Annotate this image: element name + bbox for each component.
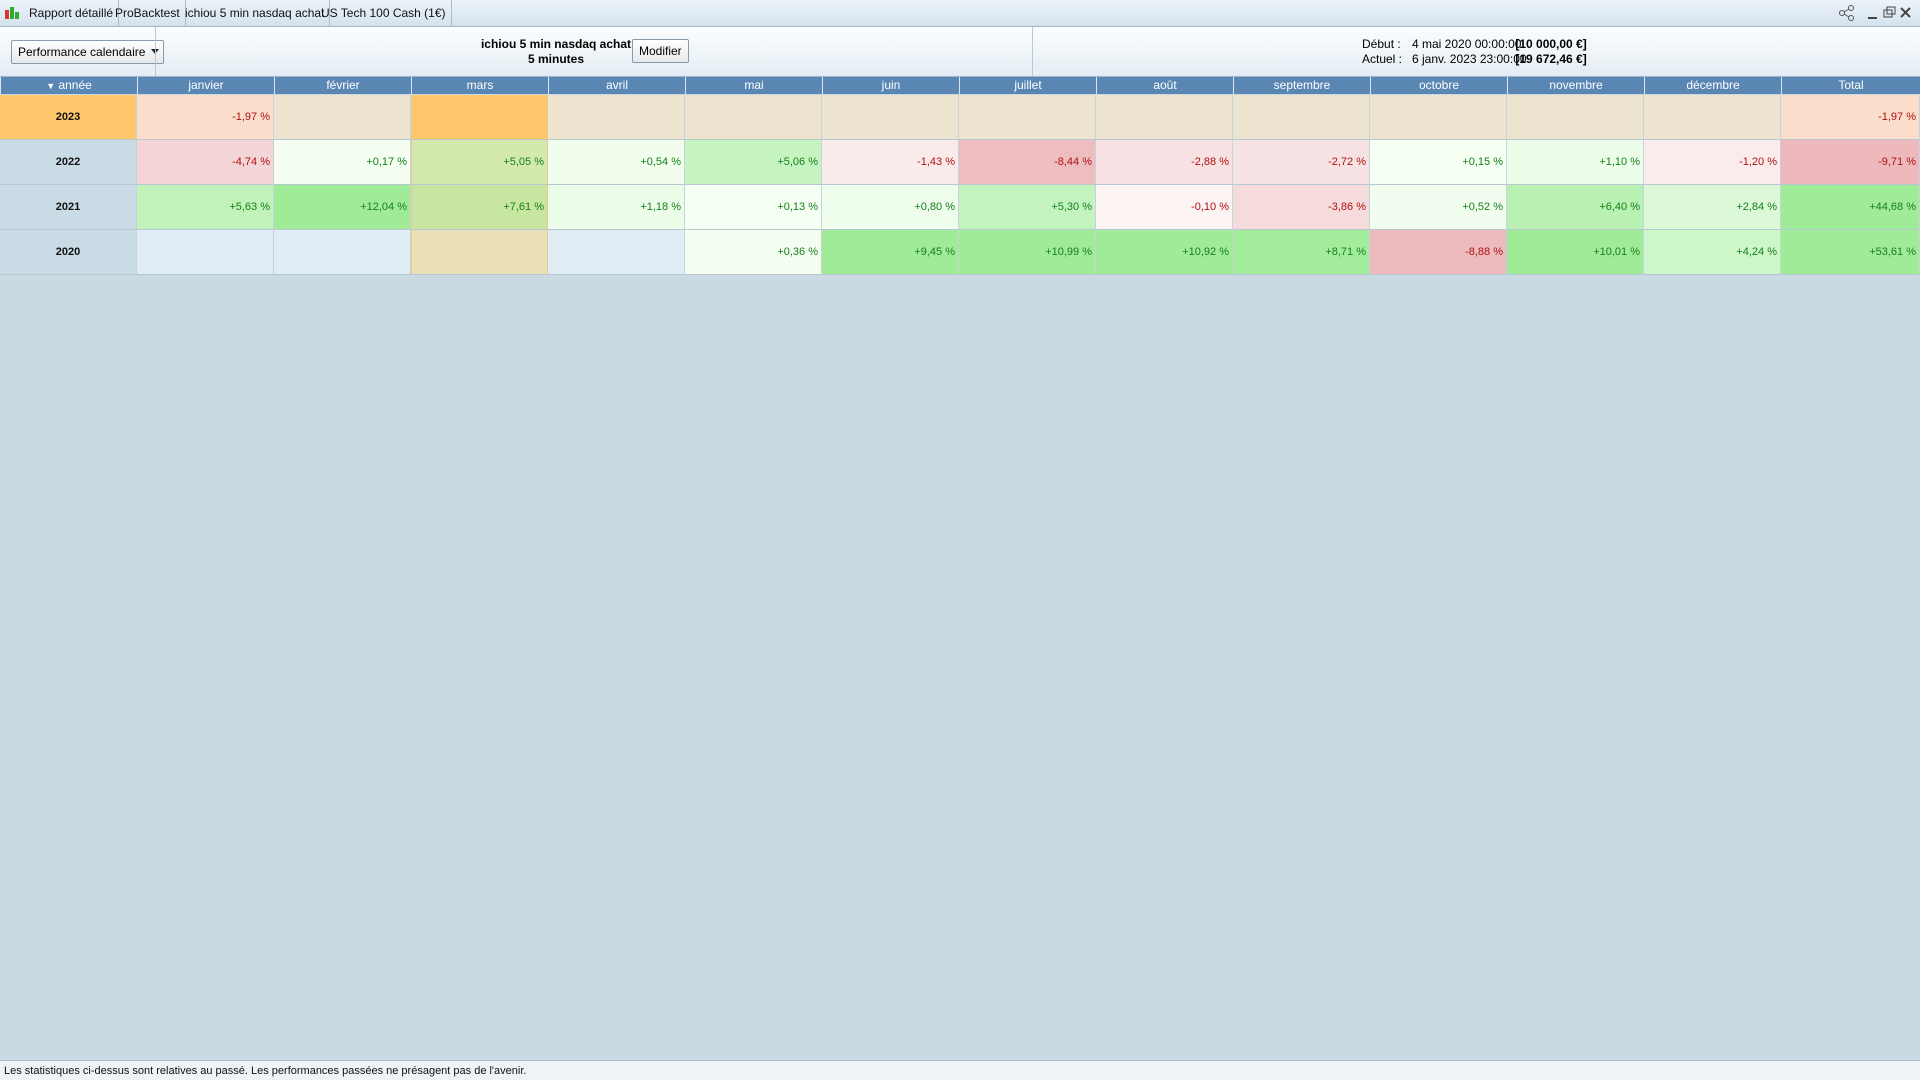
performance-cell: -2,88 % xyxy=(1096,140,1233,185)
performance-cell: +10,92 % xyxy=(1096,230,1233,275)
window-controls[interactable] xyxy=(1838,4,1918,22)
performance-cell xyxy=(411,95,548,140)
performance-cell: +0,15 % xyxy=(1370,140,1507,185)
performance-cell: -2,72 % xyxy=(1233,140,1370,185)
performance-cell: +5,30 % xyxy=(959,185,1096,230)
column-header[interactable]: janvier xyxy=(137,77,274,94)
performance-cell xyxy=(1644,95,1781,140)
app-icon xyxy=(5,7,19,19)
performance-cell xyxy=(137,230,274,275)
tab[interactable]: ichiou 5 min nasdaq achat xyxy=(180,0,331,26)
performance-cell: +6,40 % xyxy=(1507,185,1644,230)
column-header[interactable]: février xyxy=(274,77,411,94)
view-dropdown[interactable]: Performance calendaire xyxy=(11,40,165,64)
performance-cell: -3,86 % xyxy=(1233,185,1370,230)
sort-header[interactable]: ▼ année xyxy=(0,77,137,94)
performance-cell xyxy=(274,230,411,275)
year-cell: 2020 xyxy=(0,230,137,275)
performance-cell: +0,17 % xyxy=(274,140,411,185)
performance-cell: +0,80 % xyxy=(822,185,959,230)
current-date: 6 janv. 2023 23:00:00 xyxy=(1412,52,1527,66)
column-header[interactable]: décembre xyxy=(1644,77,1781,94)
start-label: Début : xyxy=(1362,37,1401,51)
performance-cell xyxy=(548,95,685,140)
performance-cell: +0,52 % xyxy=(1370,185,1507,230)
column-header[interactable]: mars xyxy=(411,77,548,94)
period-info: Début : 4 mai 2020 00:00:00 [10 000,00 €]… xyxy=(1362,37,1587,67)
current-label: Actuel : xyxy=(1362,52,1403,66)
performance-cell: -8,88 % xyxy=(1370,230,1507,275)
column-header[interactable]: novembre xyxy=(1507,77,1644,94)
performance-cell: -4,74 % xyxy=(137,140,274,185)
tab[interactable]: Rapport détaillé xyxy=(24,0,120,26)
column-header[interactable]: juin xyxy=(822,77,959,94)
current-capital: [19 672,46 €] xyxy=(1515,52,1587,66)
disclaimer: Les statistiques ci-dessus sont relative… xyxy=(0,1060,1920,1080)
performance-cell: +0,54 % xyxy=(548,140,685,185)
performance-cell: +44,68 % xyxy=(1781,185,1920,230)
toolbar: Performance calendaire ichiou 5 min nasd… xyxy=(0,27,1920,77)
performance-cell: +5,05 % xyxy=(411,140,548,185)
performance-cell xyxy=(274,95,411,140)
performance-cell xyxy=(1233,95,1370,140)
performance-cell: +53,61 % xyxy=(1781,230,1920,275)
performance-cell: +1,18 % xyxy=(548,185,685,230)
tab[interactable]: ProBacktest xyxy=(110,0,186,26)
performance-cell: +7,61 % xyxy=(411,185,548,230)
performance-cell xyxy=(548,230,685,275)
performance-cell: +9,45 % xyxy=(822,230,959,275)
column-header[interactable]: avril xyxy=(548,77,685,94)
performance-cell: +1,10 % xyxy=(1507,140,1644,185)
strategy-name: ichiou 5 min nasdaq achat xyxy=(480,37,632,51)
performance-cell: +0,13 % xyxy=(685,185,822,230)
title-bar: Rapport détaillé ProBacktest ichiou 5 min … xyxy=(0,0,1920,27)
start-capital: [10 000,00 €] xyxy=(1515,37,1587,51)
performance-cell: +2,84 % xyxy=(1644,185,1781,230)
timeframe: 5 minutes xyxy=(527,52,584,66)
performance-cell xyxy=(959,95,1096,140)
column-header[interactable]: septembre xyxy=(1233,77,1370,94)
performance-cell xyxy=(822,95,959,140)
year-cell: 2021 xyxy=(0,185,137,230)
year-cell: 2022 xyxy=(0,140,137,185)
year-cell: 2023 xyxy=(0,95,137,140)
column-header[interactable]: août xyxy=(1096,77,1233,94)
strategy-info: ichiou 5 min nasdaq achat 5 minutes xyxy=(440,37,672,67)
modify-button[interactable]: Modifier xyxy=(632,39,689,63)
start-date: 4 mai 2020 00:00:00 xyxy=(1412,37,1522,51)
performance-cell xyxy=(1507,95,1644,140)
column-header[interactable]: juillet xyxy=(959,77,1096,94)
performance-cell: +12,04 % xyxy=(274,185,411,230)
performance-cell: +4,24 % xyxy=(1644,230,1781,275)
performance-cell: -1,43 % xyxy=(822,140,959,185)
column-header[interactable]: mai xyxy=(685,77,822,94)
tab[interactable]: US Tech 100 Cash (1€) xyxy=(316,0,452,26)
performance-cell: +5,06 % xyxy=(685,140,822,185)
performance-cell xyxy=(1370,95,1507,140)
performance-cell xyxy=(1096,95,1233,140)
performance-cell: -1,97 % xyxy=(137,95,274,140)
sort-arrow: ▼ xyxy=(46,81,56,91)
performance-cell: +10,01 % xyxy=(1507,230,1644,275)
performance-cell: -1,20 % xyxy=(1644,140,1781,185)
column-header[interactable]: octobre xyxy=(1370,77,1507,94)
performance-cell: -8,44 % xyxy=(959,140,1096,185)
column-header[interactable]: Total xyxy=(1781,77,1920,94)
performance-cell: -1,97 % xyxy=(1781,95,1920,140)
performance-cell: -9,71 % xyxy=(1781,140,1920,185)
performance-cell: +0,36 % xyxy=(685,230,822,275)
performance-cell: -0,10 % xyxy=(1096,185,1233,230)
performance-cell xyxy=(411,230,548,275)
performance-cell: +5,63 % xyxy=(137,185,274,230)
dropdown-label: Performance calendaire xyxy=(18,45,146,59)
performance-cell: +10,99 % xyxy=(959,230,1096,275)
performance-cell xyxy=(685,95,822,140)
performance-cell: +8,71 % xyxy=(1233,230,1370,275)
